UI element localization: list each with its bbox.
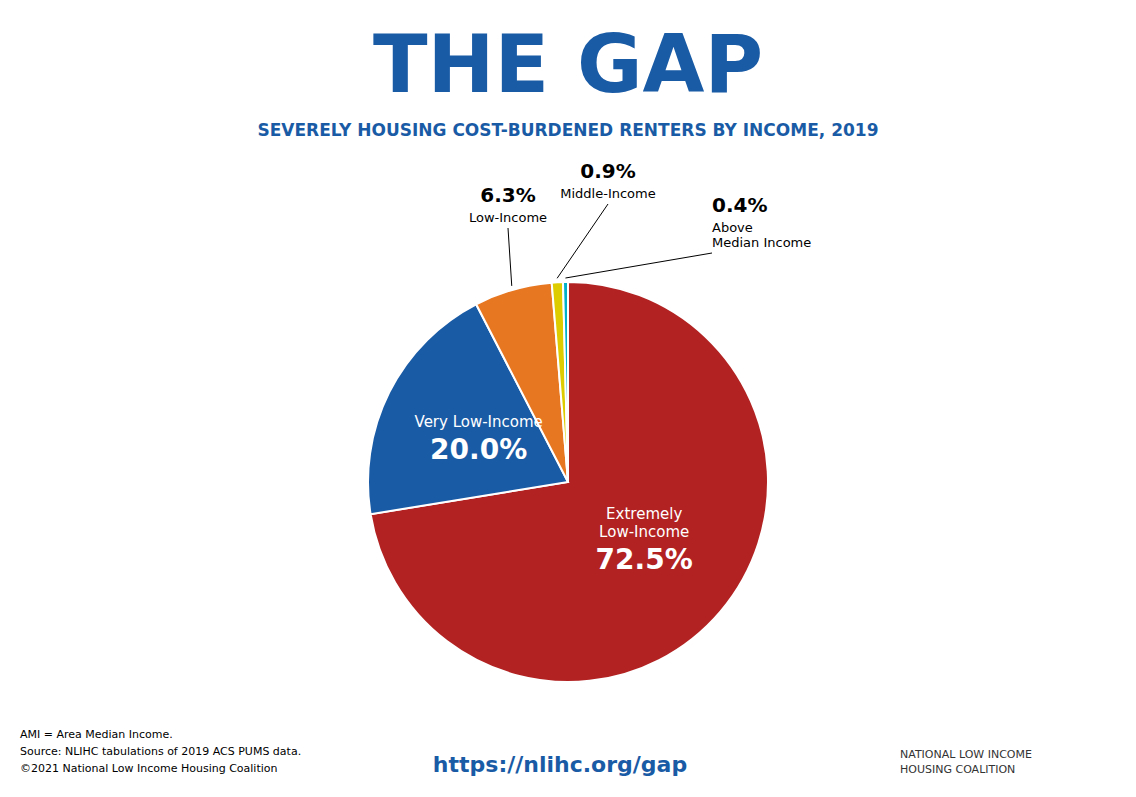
chart: THE GAP SEVERELY HOUSING COST-BURDENED RE… xyxy=(0,0,1136,797)
footnote: ©2021 National Low Income Housing Coalit… xyxy=(20,762,278,775)
pie-slice xyxy=(552,282,568,482)
leader-line xyxy=(508,228,512,286)
footnote: Source: NLIHC tabulations of 2019 ACS PU… xyxy=(20,745,301,758)
pie: ExtremelyLow-Income72.5% Very Low-Income 2… xyxy=(368,159,811,682)
slices xyxy=(368,282,768,682)
data-label: 72.5% xyxy=(596,543,693,576)
labels: ExtremelyLow-Income72.5% Very Low-Income 2… xyxy=(415,159,812,576)
slice-label: Very Low-Income xyxy=(415,413,543,431)
footer: AMI = Area Median Income. Source: NLIHC t… xyxy=(20,728,1032,777)
slice-label: Low-Income xyxy=(469,210,547,225)
data-label: 6.3% xyxy=(480,183,535,207)
title: THE GAP xyxy=(373,18,763,111)
leader-line xyxy=(557,204,608,278)
organization: NATIONAL LOW INCOMEHOUSING COALITION xyxy=(900,748,1032,776)
pie-slice xyxy=(563,282,568,482)
footnote: AMI = Area Median Income. xyxy=(20,728,173,741)
slice-label: AboveMedian Income xyxy=(712,220,811,250)
url: https://nlihc.org/gap xyxy=(433,752,687,777)
data-label: 0.4% xyxy=(712,193,767,217)
slice-label: Middle-Income xyxy=(560,186,655,201)
data-label: 0.9% xyxy=(580,159,635,183)
data-label: 20.0% xyxy=(430,433,527,466)
slice-label: ExtremelyLow-Income xyxy=(599,505,689,541)
subtitle: SEVERELY HOUSING COST-BURDENED RENTERS B… xyxy=(257,120,878,140)
leader-line xyxy=(565,253,712,278)
